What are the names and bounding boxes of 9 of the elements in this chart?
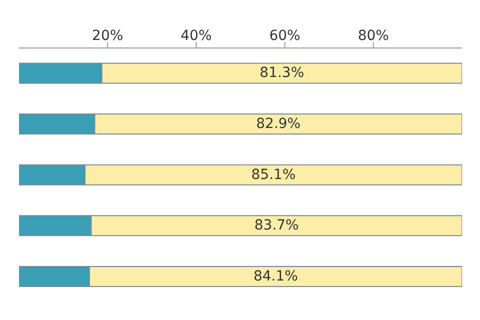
data-label: 81.3% bbox=[260, 65, 304, 82]
data-label: 83.7% bbox=[254, 218, 299, 234]
data-label: 82.9% bbox=[256, 116, 301, 132]
x-tick-label: 80% bbox=[358, 28, 389, 44]
x-tick-label: 40% bbox=[180, 28, 212, 44]
data-label: 84.1% bbox=[253, 268, 298, 284]
data-label: 85.1% bbox=[251, 166, 296, 183]
x-tick-label: 60% bbox=[269, 28, 300, 44]
x-tick-label: 20% bbox=[92, 28, 124, 44]
